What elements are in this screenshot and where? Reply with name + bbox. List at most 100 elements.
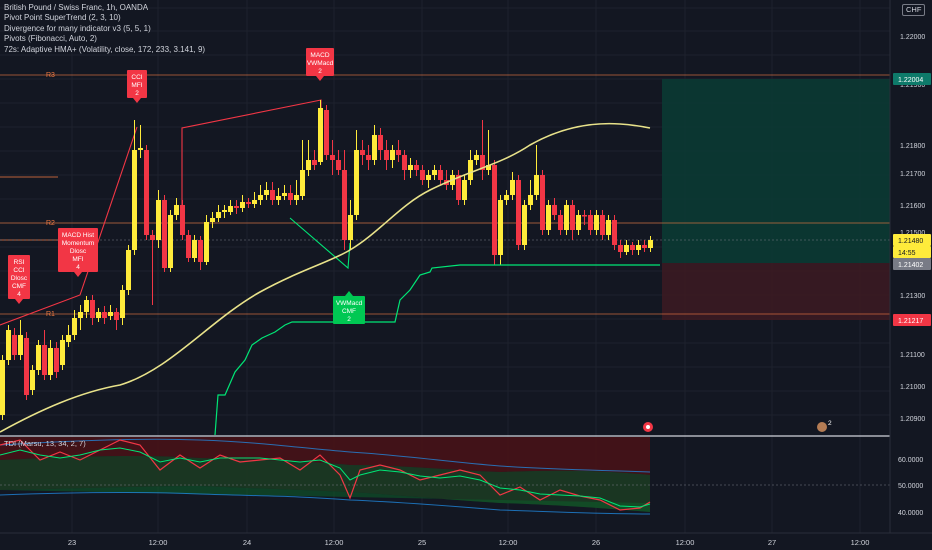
price-tick: 1.21700 xyxy=(900,171,925,178)
price-tick: 1.21500 xyxy=(900,230,925,237)
signal-pointer xyxy=(133,98,141,103)
signal-text: MFI xyxy=(72,256,83,263)
entry-price-tag-bg xyxy=(893,258,931,270)
bar-countdown-tag: 14:55 xyxy=(898,250,916,257)
candle xyxy=(276,196,281,200)
candle xyxy=(174,205,179,215)
tdi-tick: 50.0000 xyxy=(898,483,923,490)
signal-box xyxy=(58,228,98,272)
divergence-line xyxy=(181,99,322,230)
signal-text: MACD xyxy=(310,52,329,59)
price-tick: 1.21300 xyxy=(900,293,925,300)
candle xyxy=(72,318,77,335)
candle xyxy=(138,148,143,150)
candle xyxy=(504,195,509,200)
price-tick: 1.21800 xyxy=(900,143,925,150)
divergence-line xyxy=(289,217,351,270)
candle xyxy=(390,150,395,160)
candle xyxy=(480,155,485,170)
candle xyxy=(42,345,47,375)
candle xyxy=(330,155,335,160)
candle xyxy=(36,345,41,370)
candle xyxy=(462,180,467,200)
candle xyxy=(420,170,425,180)
candle xyxy=(318,108,323,162)
candle xyxy=(294,195,299,200)
candle xyxy=(432,170,437,175)
candle xyxy=(438,170,443,180)
candle xyxy=(222,210,227,212)
currency-label[interactable]: CHF xyxy=(902,4,926,16)
candle xyxy=(408,165,413,170)
indicator-hma[interactable]: 72s: Adaptive HMA+ (Volatility, close, 1… xyxy=(4,44,206,54)
candle xyxy=(474,155,479,160)
candle xyxy=(144,150,149,235)
candle xyxy=(288,193,293,200)
candle xyxy=(324,110,329,155)
candle xyxy=(522,205,527,245)
time-tick: 23 xyxy=(68,538,76,547)
candle xyxy=(0,360,5,415)
tdi-upper-line xyxy=(0,438,651,473)
signal-text: CCI xyxy=(131,74,142,81)
candle xyxy=(648,240,653,248)
candle xyxy=(258,195,263,200)
candle xyxy=(348,215,353,240)
candle xyxy=(528,195,533,205)
signal-text: CMF xyxy=(342,308,356,315)
candle xyxy=(534,175,539,195)
event-badge: 2 xyxy=(828,420,832,427)
candle xyxy=(180,205,185,235)
indicator-divergence[interactable]: Divergence for many indicator v3 (5, 5, … xyxy=(4,23,151,33)
time-tick: 26 xyxy=(592,538,600,547)
candle xyxy=(510,180,515,195)
candle xyxy=(270,190,275,200)
candle xyxy=(84,300,89,312)
signal-text: 2 xyxy=(347,316,351,323)
candle xyxy=(6,330,11,360)
candle xyxy=(624,245,629,252)
candle xyxy=(240,202,245,208)
price-tick: 1.21600 xyxy=(900,203,925,210)
event-icon-dot xyxy=(646,425,650,429)
candle xyxy=(18,335,23,355)
candle xyxy=(48,348,53,375)
current-price-tag-bg xyxy=(893,234,931,246)
bar-countdown-tag-bg xyxy=(893,246,931,258)
divergence-line xyxy=(0,126,138,326)
price-axis-bg xyxy=(890,0,932,550)
indicator-supertrend[interactable]: Pivot Point SuperTrend (2, 3, 10) xyxy=(4,13,121,23)
time-tick: 25 xyxy=(418,538,426,547)
signal-text: Dlosc xyxy=(11,275,28,282)
candle xyxy=(312,160,317,165)
tdi-price-line xyxy=(0,439,651,511)
signal-pointer xyxy=(15,299,23,304)
candle xyxy=(342,170,347,240)
candle xyxy=(486,165,491,170)
candle xyxy=(186,235,191,258)
tdi-mid-band xyxy=(0,455,650,512)
candle xyxy=(582,215,587,217)
candle xyxy=(642,245,647,248)
signal-text: MFI xyxy=(131,82,142,89)
price-tick: 1.20900 xyxy=(900,416,925,423)
signal-text: Momentum xyxy=(62,240,95,247)
signal-text: VWMacd xyxy=(307,60,334,67)
symbol-title[interactable]: British Pound / Swiss Franc, 1h, OANDA xyxy=(4,3,149,12)
time-tick: 12:00 xyxy=(149,538,168,547)
indicator-pivots[interactable]: Pivots (Fibonacci, Auto, 2) xyxy=(4,34,97,44)
signal-box xyxy=(8,255,30,299)
signal-text: CCI xyxy=(13,267,24,274)
signal-pointer xyxy=(74,272,82,277)
candle xyxy=(264,190,269,195)
candle xyxy=(612,220,617,245)
current-price-tag: 1.21480 xyxy=(898,238,923,245)
price-tick: 1.21900 xyxy=(900,82,925,89)
candle xyxy=(588,215,593,230)
candle xyxy=(210,218,215,222)
candle xyxy=(252,200,257,204)
